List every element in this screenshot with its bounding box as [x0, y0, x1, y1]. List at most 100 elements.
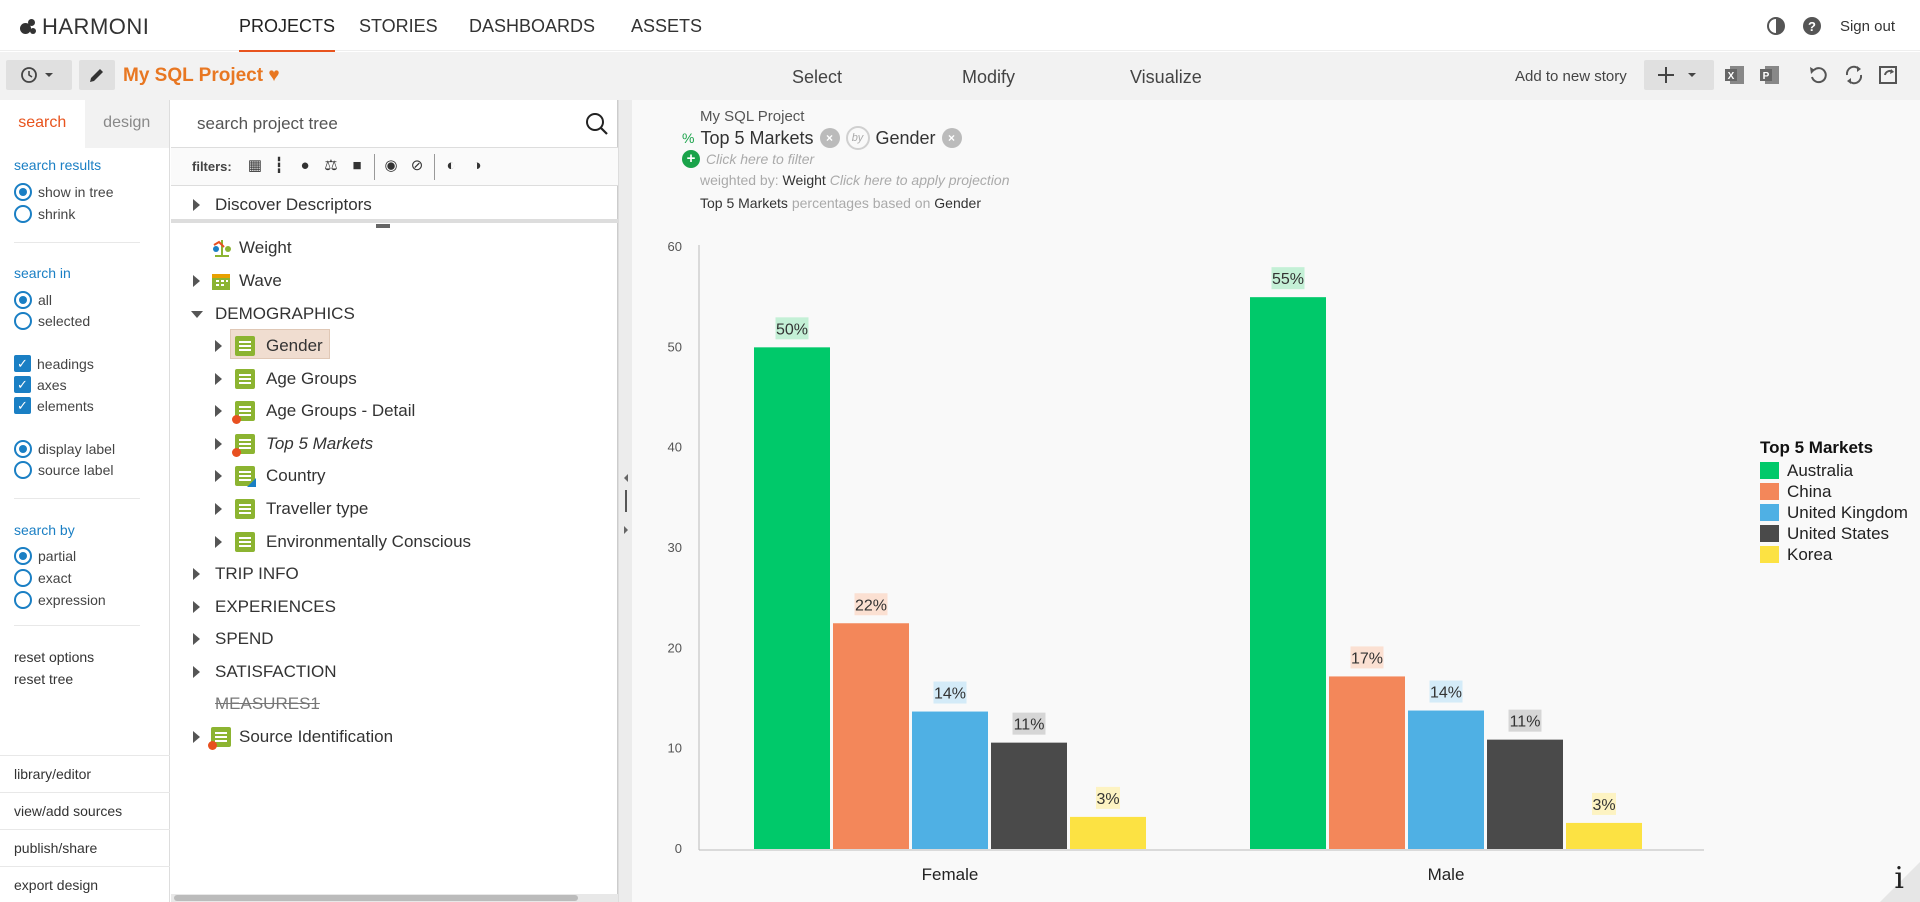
checkmark-icon[interactable]: ✓: [14, 397, 31, 414]
percent-icon[interactable]: %: [682, 130, 695, 146]
expand-arrow-icon[interactable]: [215, 373, 222, 385]
scroll-handle[interactable]: [376, 224, 390, 228]
tree-item-environmentally-conscious[interactable]: Environmentally Conscious: [211, 529, 591, 555]
tree-item-demographics[interactable]: DEMOGRAPHICS: [189, 301, 489, 327]
tree-item-age-groups[interactable]: Age Groups: [211, 366, 511, 392]
radio-indicator[interactable]: [14, 205, 32, 223]
radio-exact[interactable]: exact: [14, 569, 71, 587]
powerpoint-icon[interactable]: P: [1759, 64, 1781, 86]
expand-arrow-icon[interactable]: [193, 666, 200, 678]
refresh-icon[interactable]: [1843, 64, 1865, 86]
radio-display-label[interactable]: display label: [14, 440, 115, 458]
collapse-arrow-icon[interactable]: [191, 311, 203, 318]
harmoni-logo[interactable]: HARMONI: [18, 14, 149, 40]
tree-item-trip-info[interactable]: TRIP INFO: [189, 561, 489, 587]
radio-indicator[interactable]: [14, 461, 32, 479]
radio-indicator[interactable]: [14, 312, 32, 330]
column-filter-icon[interactable]: ┇: [274, 157, 284, 174]
tab-search[interactable]: search: [0, 100, 85, 148]
radio-source-label[interactable]: source label: [14, 461, 114, 479]
sign-out-link[interactable]: Sign out: [1839, 18, 1895, 35]
tree-item-satisfaction[interactable]: SATISFACTION: [189, 659, 489, 685]
tree-item-experiences[interactable]: EXPERIENCES: [189, 594, 489, 620]
tree-item-weight[interactable]: Weight: [211, 235, 292, 261]
add-story-button[interactable]: [1644, 60, 1714, 90]
legend-item-korea[interactable]: Korea: [1760, 544, 1908, 565]
folder-filter-icon[interactable]: ■: [352, 157, 362, 174]
legend-item-united-kingdom[interactable]: United Kingdom: [1760, 502, 1908, 523]
scrollbar-thumb[interactable]: [174, 895, 578, 901]
library-editor-link[interactable]: library/editor: [0, 755, 170, 792]
edit-button[interactable]: [79, 60, 115, 90]
heart-icon[interactable]: ♥: [268, 65, 280, 86]
projection-hint[interactable]: Click here to apply projection: [829, 172, 1010, 188]
checkmark-icon[interactable]: ✓: [14, 355, 31, 372]
legend-item-united-states[interactable]: United States: [1760, 523, 1908, 544]
mode-select-tab[interactable]: Select: [792, 67, 843, 87]
help-icon[interactable]: ?: [1802, 16, 1822, 36]
mode-visualize-tab[interactable]: Visualize: [1130, 67, 1202, 87]
add-to-new-story-label[interactable]: Add to new story: [1515, 68, 1627, 85]
tab-design[interactable]: design: [84, 100, 169, 148]
tree-item-age-groups-detail[interactable]: Age Groups - Detail: [211, 398, 511, 424]
tree-item-wave[interactable]: Wave: [189, 268, 489, 294]
radio-partial[interactable]: partial: [14, 547, 76, 565]
invert-filter-icon[interactable]: ◑: [472, 157, 482, 174]
search-icon[interactable]: [585, 112, 609, 136]
expand-arrow-icon[interactable]: [193, 275, 200, 287]
expand-arrow-icon[interactable]: [215, 405, 222, 417]
radio-selected[interactable]: selected: [14, 312, 90, 330]
query-columns-label[interactable]: Gender: [875, 127, 936, 148]
expand-arrow-icon[interactable]: [193, 601, 200, 613]
filter-row[interactable]: + Click here to filter: [682, 150, 814, 168]
toggle-filter-icon[interactable]: ◐: [446, 157, 456, 174]
radio-indicator[interactable]: [14, 291, 32, 309]
nav-tab-stories[interactable]: STORIES: [359, 16, 438, 36]
radio-indicator[interactable]: [14, 569, 32, 587]
checkbox-elements[interactable]: ✓ elements: [14, 397, 94, 414]
expand-arrow-icon[interactable]: [215, 340, 222, 352]
radio-indicator[interactable]: [14, 183, 32, 201]
query-rows-label[interactable]: Top 5 Markets: [700, 127, 814, 148]
radio-indicator[interactable]: [14, 547, 32, 565]
radio-show-in-tree[interactable]: show in tree: [14, 183, 113, 201]
legend-item-australia[interactable]: Australia: [1760, 460, 1908, 481]
add-filter-icon[interactable]: +: [682, 150, 700, 168]
radio-indicator[interactable]: [14, 591, 32, 609]
expand-arrow-icon[interactable]: [215, 503, 222, 515]
tree-item-measures[interactable]: MEASURES1: [215, 694, 320, 713]
undo-icon[interactable]: [1808, 64, 1830, 86]
radio-all[interactable]: all: [14, 291, 52, 309]
mode-modify-tab[interactable]: Modify: [962, 67, 1016, 87]
pin-filter-icon[interactable]: ●: [300, 157, 310, 174]
horizontal-scrollbar[interactable]: [171, 894, 618, 902]
expand-arrow-icon[interactable]: [215, 438, 222, 450]
eye-icon[interactable]: ◉: [384, 157, 398, 174]
swap-by-icon[interactable]: by: [845, 126, 870, 150]
checkmark-icon[interactable]: ✓: [14, 376, 31, 393]
remove-rows-icon[interactable]: ×: [819, 128, 840, 148]
remove-columns-icon[interactable]: ×: [941, 128, 962, 148]
export-design-link[interactable]: export design: [0, 866, 170, 902]
history-button[interactable]: [6, 60, 72, 90]
tree-item-gender[interactable]: Gender: [211, 333, 511, 359]
reset-tree-link[interactable]: reset tree: [14, 671, 74, 687]
project-title[interactable]: My SQL Project ♥: [123, 65, 280, 87]
expand-arrow-icon[interactable]: [193, 633, 200, 645]
scale-filter-icon[interactable]: ⚖: [324, 157, 338, 174]
legend-item-china[interactable]: China: [1760, 481, 1908, 502]
expand-arrow-icon[interactable]: [193, 199, 200, 211]
expand-arrow-icon[interactable]: [215, 536, 222, 548]
nav-tab-projects[interactable]: PROJECTS: [239, 16, 336, 52]
nav-tab-assets[interactable]: ASSETS: [631, 16, 703, 36]
excel-icon[interactable]: X: [1724, 64, 1746, 86]
discover-descriptors-row[interactable]: Discover Descriptors: [171, 187, 618, 223]
radio-shrink[interactable]: shrink: [14, 205, 75, 223]
checkbox-axes[interactable]: ✓ axes: [14, 376, 67, 393]
contrast-icon[interactable]: [1766, 16, 1786, 36]
tree-item-source-identification[interactable]: Source Identification: [189, 724, 489, 750]
radio-expression[interactable]: expression: [14, 591, 106, 609]
publish-share-link[interactable]: publish/share: [0, 829, 170, 866]
expand-arrow-icon[interactable]: [193, 568, 200, 580]
eye-off-icon[interactable]: ⊘: [410, 157, 424, 174]
